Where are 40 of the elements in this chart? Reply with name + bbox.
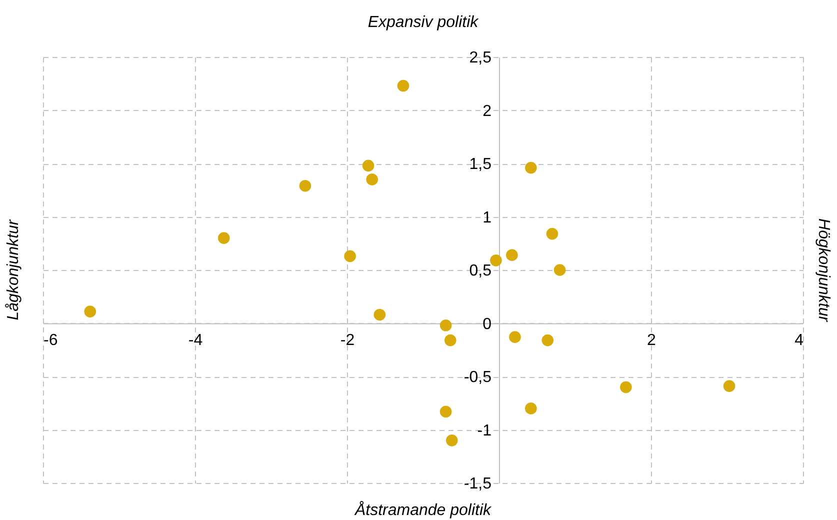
point	[440, 406, 452, 418]
point	[440, 319, 452, 332]
point	[525, 402, 537, 414]
y-tick-label: -1,5	[464, 476, 492, 492]
point	[344, 250, 356, 262]
text: Expansiv politik	[368, 14, 480, 31]
point	[446, 434, 458, 446]
y-tick-label: 1	[482, 209, 492, 226]
y-tick-label: 0,5	[469, 262, 492, 280]
x-tick-label: -2	[340, 332, 355, 349]
point	[84, 306, 96, 318]
point	[509, 331, 521, 343]
y-axis-title: Lågkonjunktur	[5, 219, 22, 320]
y-tick-label: 1,5	[469, 156, 492, 173]
point	[546, 228, 558, 240]
y-tick-label: 0	[482, 316, 492, 333]
point	[620, 381, 632, 394]
x-tick-label: -4	[188, 332, 203, 349]
y-tick-label: 2	[482, 102, 492, 120]
text: Högkonjunktur	[815, 218, 832, 322]
point	[444, 334, 456, 346]
x-tick-label: -6	[44, 332, 58, 349]
point	[397, 80, 410, 92]
x-axis-title: Åtstramande politik	[354, 501, 492, 519]
x-tick-label: 2	[647, 332, 656, 349]
point	[542, 334, 554, 346]
y-tick-label: -0,5	[464, 369, 492, 386]
point	[299, 180, 312, 192]
point	[506, 249, 518, 261]
point	[366, 174, 378, 186]
point	[218, 232, 230, 244]
point	[374, 308, 386, 321]
point	[723, 380, 736, 392]
x-tick-label: 4	[794, 332, 804, 349]
point	[362, 160, 374, 172]
point	[525, 162, 537, 174]
y-tick-label: 2,5	[469, 50, 492, 66]
y-tick-label: -1	[477, 422, 492, 440]
point	[554, 264, 566, 276]
point	[490, 254, 502, 266]
